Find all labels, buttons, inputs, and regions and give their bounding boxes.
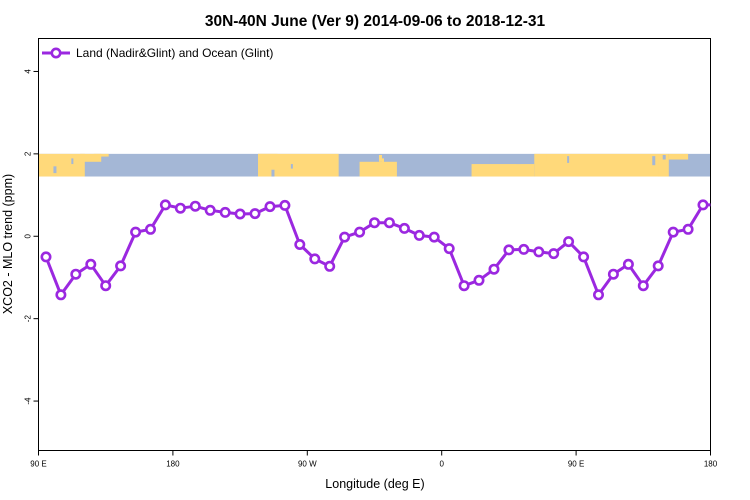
land-patch [381,158,384,163]
data-point [159,199,171,211]
land-region [359,161,397,177]
land-mask-band [38,153,711,177]
data-point [130,226,142,238]
data-point [383,217,395,229]
data-point [219,206,231,218]
x-tick-label: 90 E [30,460,46,469]
data-point [503,244,515,256]
land-region [93,153,109,157]
land-region [658,158,669,177]
series-line [44,203,711,297]
land-patch [546,154,550,162]
data-point [697,199,709,211]
water-patch [464,160,467,168]
water-patch [453,154,457,165]
data-point [368,217,380,229]
data-point [204,204,216,216]
y-axis-label: XCO2 - MLO trend (ppm) [1,174,15,314]
plot-frame [38,38,711,451]
data-point [85,258,97,270]
water-patch [489,154,493,163]
data-point [413,229,425,241]
data-point [115,260,127,272]
y-tick-label: 2 [24,151,33,156]
data-point [428,231,440,243]
x-axis-label: Longitude (deg E) [325,477,424,491]
water-patch [652,156,656,166]
data-point [592,289,604,301]
land-region [258,153,339,177]
data-point [667,226,679,238]
land-region [258,153,278,158]
series-layer [40,199,711,301]
legend-marker-swatch [50,47,62,59]
land-region [471,164,535,177]
data-point [339,231,351,243]
data-point [279,199,291,211]
data-point [473,274,485,286]
data-point [458,280,470,292]
legend: Land (Nadir&Glint) and Ocean (Glint) [42,46,273,60]
data-point [518,243,530,255]
water-patch [71,158,74,165]
water-patch [290,164,293,169]
data-point [189,200,201,212]
data-point [488,263,500,275]
data-point [563,236,575,248]
y-tick-label: -4 [24,397,33,405]
water-patch [662,154,666,160]
y-axis: -4 -2 0 2 4 [24,69,39,405]
data-point [637,280,649,292]
y-tick-label: 0 [24,233,33,238]
data-point [309,253,321,265]
data-point [234,208,246,220]
data-point [548,248,560,260]
land-region [38,153,85,177]
data-point [264,201,276,213]
data-point [100,280,112,292]
legend-label: Land (Nadir&Glint) and Ocean (Glint) [76,46,273,60]
data-point [652,260,664,272]
x-tick-label: 90 W [298,460,317,469]
data-point [174,202,186,214]
y-tick-label: 4 [24,69,33,74]
land-region [80,153,102,162]
x-tick-label: 180 [166,460,180,469]
data-point [324,260,336,272]
land-region [534,153,669,177]
data-point [40,251,52,263]
x-tick-label: 90 E [568,460,584,469]
data-point [398,222,410,234]
data-point [533,246,545,258]
x-tick-label: 0 [439,460,444,469]
water-patch [516,157,521,165]
x-axis: 90 E 180 90 W 0 90 E 180 [30,450,718,469]
water-patch [271,169,275,177]
data-point [294,239,306,251]
data-point [70,268,82,280]
data-point [682,223,694,235]
x-tick-label: 180 [704,460,718,469]
water-patch [567,156,570,163]
chart-title: 30N-40N June (Ver 9) 2014-09-06 to 2018-… [205,13,546,30]
data-point [622,258,634,270]
data-point [354,226,366,238]
data-point [55,289,67,301]
y-tick-label: -2 [24,315,33,323]
land-patch [378,154,382,162]
data-point [578,251,590,263]
data-point [443,243,455,255]
data-point [249,208,261,220]
land-region [668,153,689,160]
data-point [145,223,157,235]
data-point [607,268,619,280]
water-patch [501,156,504,163]
water-patch [53,166,57,174]
